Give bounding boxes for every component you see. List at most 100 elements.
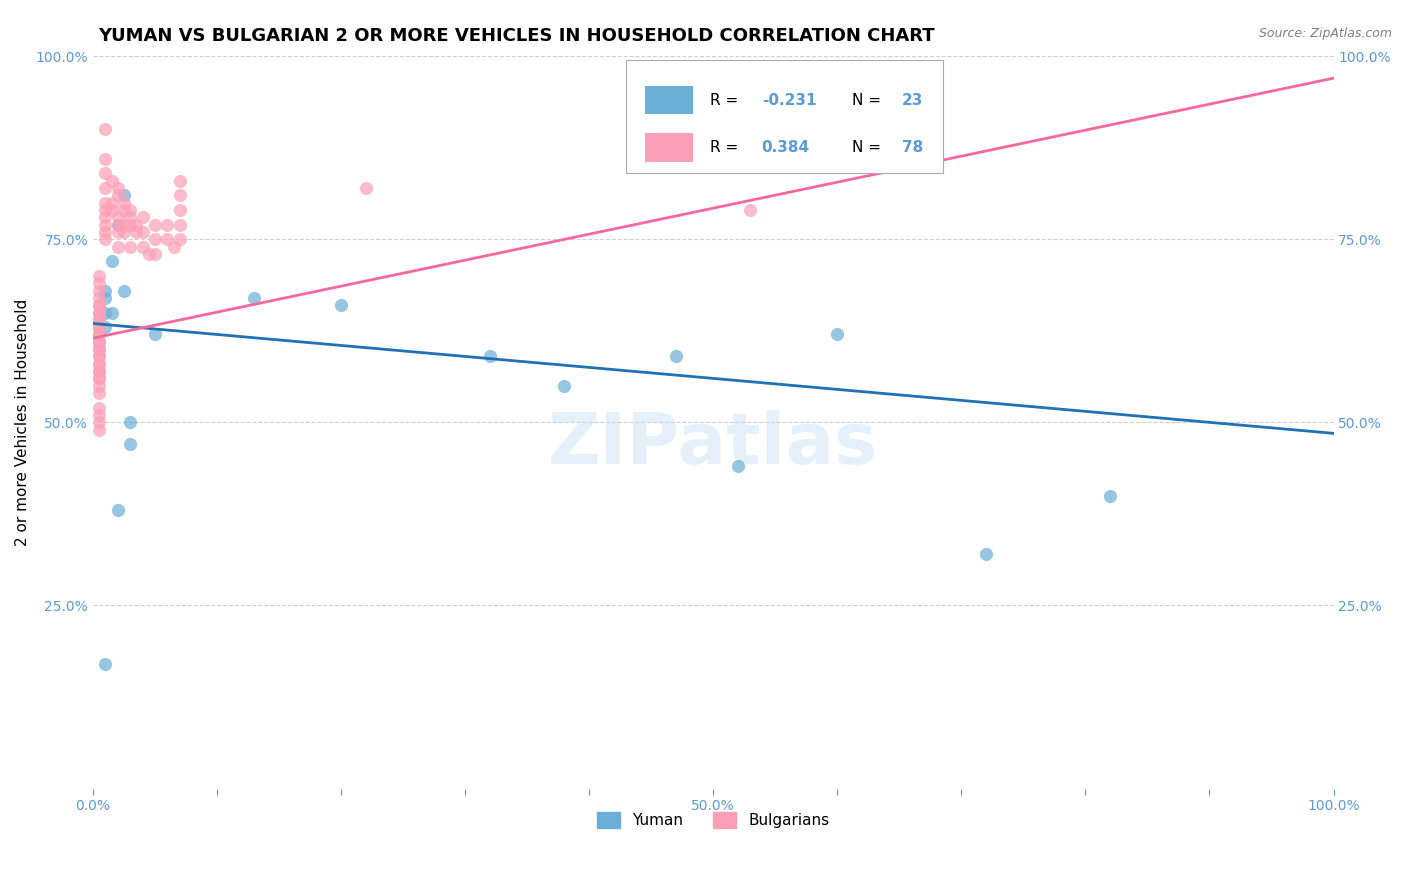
Point [89,357,111,371]
Point [138,247,160,261]
Point [120,218,142,232]
Point [107,225,129,239]
Point [94,202,117,217]
Point [94,195,117,210]
Point [89,305,111,319]
Text: N =: N = [852,93,886,108]
Point [1099,489,1122,503]
Point [107,188,129,202]
Point [89,371,111,385]
Text: 23: 23 [901,93,924,108]
Point [89,342,111,356]
Point [89,327,111,342]
Point [112,284,135,298]
Text: -0.231: -0.231 [762,93,815,108]
Point [94,225,117,239]
Point [94,211,117,225]
Point [143,247,166,261]
Point [89,350,111,364]
Point [163,239,186,253]
Point [143,327,166,342]
Point [112,218,135,232]
Point [94,320,117,334]
Point [89,364,111,378]
Point [107,239,129,253]
Point [94,284,117,298]
Legend: Yuman, Bulgarians: Yuman, Bulgarians [589,805,838,836]
Point [89,350,111,364]
Point [131,239,153,253]
Point [100,254,122,268]
Point [479,350,502,364]
Point [143,232,166,246]
Point [94,181,117,195]
Point [89,415,111,429]
Point [89,408,111,422]
Point [120,415,142,429]
Point [143,218,166,232]
Point [89,276,111,290]
Point [89,334,111,349]
FancyBboxPatch shape [645,134,693,162]
Point [94,305,117,319]
Point [89,320,111,334]
Point [107,211,129,225]
Text: ZIPatlas: ZIPatlas [548,409,879,479]
Text: YUMAN VS BULGARIAN 2 OR MORE VEHICLES IN HOUSEHOLD CORRELATION CHART: YUMAN VS BULGARIAN 2 OR MORE VEHICLES IN… [98,27,935,45]
Point [243,291,266,305]
Point [89,364,111,378]
Point [107,218,129,232]
Point [169,174,191,188]
Point [94,218,117,232]
Point [89,320,111,334]
Point [89,291,111,305]
Point [94,657,117,671]
Point [94,291,117,305]
Point [100,305,122,319]
Point [89,305,111,319]
Point [330,298,353,312]
Point [100,174,122,188]
Point [89,386,111,401]
Point [354,181,377,195]
Text: N =: N = [852,140,886,155]
Point [89,298,111,312]
Point [100,202,122,217]
Point [107,181,129,195]
Point [89,371,111,385]
Point [665,350,688,364]
Point [131,225,153,239]
Point [112,225,135,239]
Point [112,188,135,202]
Point [156,232,179,246]
Point [112,195,135,210]
Point [89,313,111,327]
Text: Source: ZipAtlas.com: Source: ZipAtlas.com [1258,27,1392,40]
Point [107,218,129,232]
Point [120,437,142,451]
FancyBboxPatch shape [627,60,943,173]
FancyBboxPatch shape [645,86,693,114]
Point [94,232,117,246]
Point [89,423,111,437]
Point [120,202,142,217]
Point [169,218,191,232]
Point [125,225,148,239]
Point [169,232,191,246]
Point [89,378,111,392]
Point [727,459,749,474]
Point [94,152,117,166]
Text: R =: R = [710,140,742,155]
Point [89,313,111,327]
Point [89,401,111,415]
Y-axis label: 2 or more Vehicles in Household: 2 or more Vehicles in Household [15,299,30,546]
Text: 0.384: 0.384 [762,140,810,155]
Point [827,327,849,342]
Point [89,327,111,342]
Point [89,298,111,312]
Point [89,342,111,356]
Point [89,268,111,283]
Point [107,503,129,517]
Point [120,239,142,253]
Point [94,122,117,136]
